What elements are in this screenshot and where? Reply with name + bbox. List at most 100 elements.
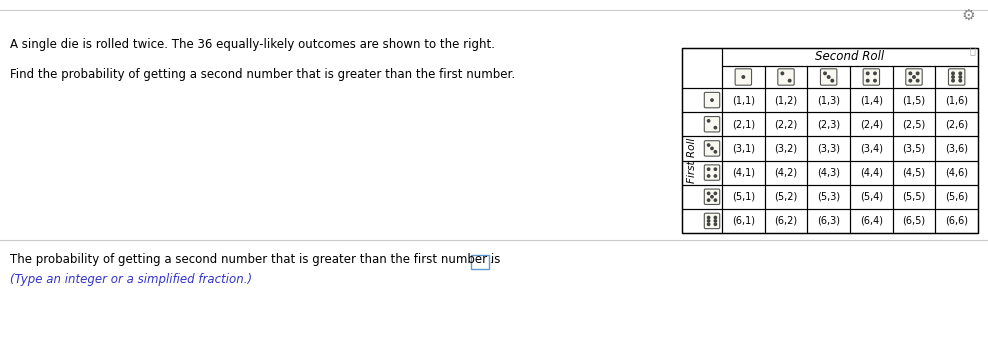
Circle shape bbox=[714, 223, 716, 225]
Circle shape bbox=[714, 168, 716, 171]
Bar bbox=[850, 136, 893, 160]
Circle shape bbox=[714, 199, 716, 201]
Text: (1,3): (1,3) bbox=[817, 95, 840, 105]
Circle shape bbox=[788, 79, 791, 82]
Text: (6,3): (6,3) bbox=[817, 216, 840, 226]
Bar bbox=[936, 209, 978, 233]
Bar bbox=[936, 88, 978, 112]
Bar bbox=[682, 185, 722, 209]
Text: (4,3): (4,3) bbox=[817, 167, 840, 178]
Bar bbox=[722, 66, 765, 88]
Text: (1,6): (1,6) bbox=[946, 95, 968, 105]
Bar bbox=[850, 209, 893, 233]
FancyBboxPatch shape bbox=[704, 93, 719, 108]
Bar bbox=[722, 160, 765, 185]
Circle shape bbox=[707, 175, 709, 177]
Text: (2,2): (2,2) bbox=[775, 119, 797, 129]
Bar bbox=[850, 88, 893, 112]
Bar bbox=[722, 48, 978, 66]
Bar bbox=[682, 48, 722, 88]
Circle shape bbox=[873, 72, 876, 75]
Text: (4,6): (4,6) bbox=[946, 167, 968, 178]
FancyBboxPatch shape bbox=[704, 165, 719, 180]
Text: ⚙: ⚙ bbox=[961, 8, 975, 23]
Text: Find the probability of getting a second number that is greater than the first n: Find the probability of getting a second… bbox=[10, 68, 515, 81]
Text: (5,3): (5,3) bbox=[817, 192, 840, 202]
Text: (3,6): (3,6) bbox=[946, 143, 968, 154]
Bar bbox=[722, 88, 765, 112]
Circle shape bbox=[951, 79, 954, 82]
Bar bbox=[850, 160, 893, 185]
Circle shape bbox=[913, 76, 915, 78]
Text: (3,4): (3,4) bbox=[860, 143, 883, 154]
Bar bbox=[765, 88, 807, 112]
Bar bbox=[850, 185, 893, 209]
Circle shape bbox=[707, 192, 709, 195]
Bar bbox=[682, 112, 722, 136]
Circle shape bbox=[873, 79, 876, 82]
FancyBboxPatch shape bbox=[864, 69, 879, 85]
Bar bbox=[722, 209, 765, 233]
FancyBboxPatch shape bbox=[735, 69, 752, 85]
Bar bbox=[765, 66, 807, 88]
Bar bbox=[682, 136, 722, 160]
Bar bbox=[936, 112, 978, 136]
Bar bbox=[807, 88, 850, 112]
Bar bbox=[807, 66, 850, 88]
Text: (4,4): (4,4) bbox=[860, 167, 883, 178]
Bar bbox=[936, 66, 978, 88]
Bar bbox=[765, 160, 807, 185]
Text: Second Roll: Second Roll bbox=[815, 51, 884, 63]
Text: (5,1): (5,1) bbox=[732, 192, 755, 202]
Text: (6,5): (6,5) bbox=[902, 216, 926, 226]
Text: (4,5): (4,5) bbox=[902, 167, 926, 178]
Bar bbox=[893, 66, 936, 88]
Circle shape bbox=[710, 147, 713, 149]
Bar bbox=[893, 136, 936, 160]
Bar bbox=[722, 185, 765, 209]
FancyBboxPatch shape bbox=[948, 69, 965, 85]
Circle shape bbox=[951, 76, 954, 78]
Text: (5,4): (5,4) bbox=[860, 192, 883, 202]
Text: (Type an integer or a simplified fraction.): (Type an integer or a simplified fractio… bbox=[10, 273, 252, 286]
Text: (1,2): (1,2) bbox=[775, 95, 797, 105]
Bar bbox=[936, 160, 978, 185]
Bar bbox=[807, 209, 850, 233]
Text: (1,1): (1,1) bbox=[732, 95, 755, 105]
Bar bbox=[682, 209, 722, 233]
Bar bbox=[893, 160, 936, 185]
Circle shape bbox=[824, 72, 826, 75]
Text: (5,2): (5,2) bbox=[775, 192, 797, 202]
Bar bbox=[807, 112, 850, 136]
Bar bbox=[722, 136, 765, 160]
Circle shape bbox=[917, 72, 919, 75]
Circle shape bbox=[714, 151, 716, 153]
Circle shape bbox=[707, 216, 709, 219]
Text: (3,2): (3,2) bbox=[775, 143, 797, 154]
Text: A single die is rolled twice. The 36 equally-likely outcomes are shown to the ri: A single die is rolled twice. The 36 equ… bbox=[10, 38, 495, 51]
Circle shape bbox=[707, 120, 709, 122]
Bar bbox=[682, 88, 722, 112]
Bar bbox=[765, 136, 807, 160]
Circle shape bbox=[959, 72, 961, 75]
Bar bbox=[893, 209, 936, 233]
FancyBboxPatch shape bbox=[820, 69, 837, 85]
Bar bbox=[893, 185, 936, 209]
Text: (1,4): (1,4) bbox=[860, 95, 883, 105]
Bar bbox=[893, 112, 936, 136]
Text: (3,1): (3,1) bbox=[732, 143, 755, 154]
Bar bbox=[765, 185, 807, 209]
Circle shape bbox=[742, 76, 745, 78]
Text: (6,2): (6,2) bbox=[775, 216, 797, 226]
Text: (2,6): (2,6) bbox=[946, 119, 968, 129]
Bar bbox=[893, 88, 936, 112]
Circle shape bbox=[714, 220, 716, 222]
Bar bbox=[471, 255, 489, 269]
Bar bbox=[765, 209, 807, 233]
Text: (2,3): (2,3) bbox=[817, 119, 840, 129]
Circle shape bbox=[714, 192, 716, 195]
Circle shape bbox=[707, 168, 709, 171]
Circle shape bbox=[866, 79, 869, 82]
FancyBboxPatch shape bbox=[906, 69, 922, 85]
Text: (6,1): (6,1) bbox=[732, 216, 755, 226]
